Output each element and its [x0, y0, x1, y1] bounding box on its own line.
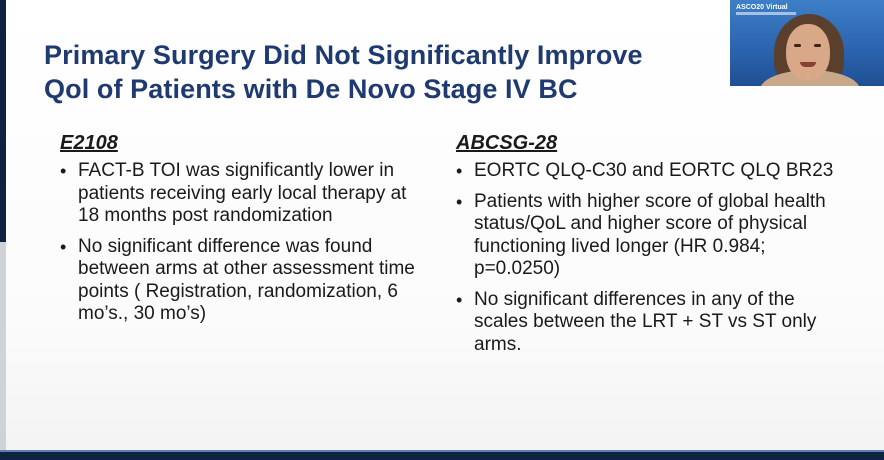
right-column: ABCSG-28 • EORTC QLQ-C30 and EORTC QLQ B… [456, 130, 836, 364]
speaker-face [786, 24, 830, 80]
bullet-text: No significant differences in any of the… [474, 288, 817, 355]
bottom-banner [0, 452, 884, 460]
bullet-icon: • [456, 191, 463, 212]
right-column-heading: ABCSG-28 [456, 132, 558, 154]
slide-title: Primary Surgery Did Not Significantly Im… [44, 38, 724, 106]
speaker-eye-left [794, 44, 801, 47]
bullet-text: Patients with higher score of global hea… [474, 190, 826, 280]
right-bullet-list: • EORTC QLQ-C30 and EORTC QLQ BR23 • Pat… [456, 160, 836, 356]
bullet-icon: • [60, 161, 67, 181]
list-item: • FACT-B TOI was significantly lower in … [60, 160, 420, 228]
left-column-heading: E2108 [60, 132, 118, 154]
bullet-text: FACT-B TOI was significantly lower in pa… [78, 160, 407, 226]
slide-title-line-1: Primary Surgery Did Not Significantly Im… [44, 40, 643, 70]
conference-logo-subline [736, 12, 796, 15]
speaker-eye-right [814, 44, 821, 47]
bullet-icon: • [60, 236, 67, 257]
left-sidebar-strip-lower [0, 242, 6, 460]
left-sidebar-strip [0, 0, 6, 242]
speaker-mouth [800, 62, 816, 67]
bullet-icon: • [456, 289, 463, 310]
speaker-video-thumbnail[interactable]: ASCO20 Virtual [730, 0, 884, 86]
bottom-accent-line [0, 450, 884, 452]
slide-title-line-2: Qol of Patients with De Novo Stage IV BC [44, 74, 578, 104]
left-bullet-list: • FACT-B TOI was significantly lower in … [60, 160, 420, 326]
bullet-text: No significant difference was found betw… [78, 235, 415, 325]
bullet-icon: • [456, 161, 463, 181]
list-item: • No significant differences in any of t… [456, 289, 836, 357]
list-item: • EORTC QLQ-C30 and EORTC QLQ BR23 [456, 160, 836, 183]
bullet-text: EORTC QLQ-C30 and EORTC QLQ BR23 [474, 160, 834, 181]
list-item: • No significant difference was found be… [60, 236, 420, 326]
list-item: • Patients with higher score of global h… [456, 191, 836, 281]
left-column: E2108 • FACT-B TOI was significantly low… [60, 130, 420, 334]
conference-logo: ASCO20 Virtual [736, 4, 788, 11]
